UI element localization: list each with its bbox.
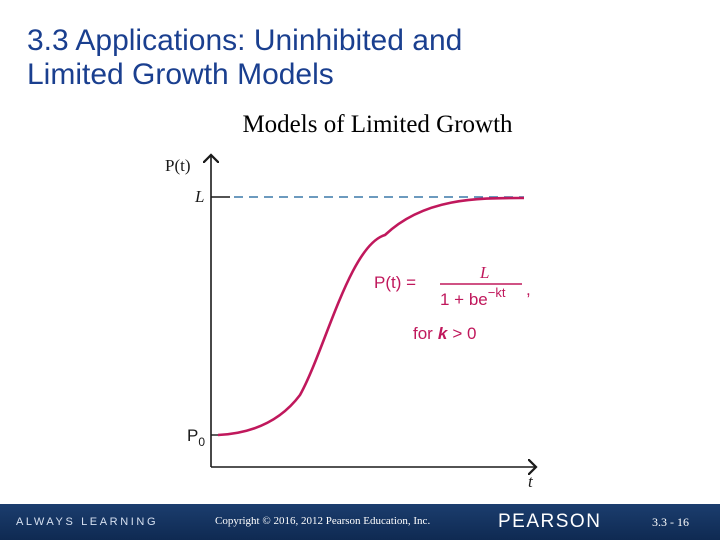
condition-variable: k bbox=[438, 324, 449, 343]
slide-number: 3.3 - 16 bbox=[652, 515, 689, 529]
condition-prefix: for bbox=[413, 324, 433, 343]
publisher-logo: PEARSON bbox=[498, 511, 602, 532]
y-axis-label: P(t) bbox=[165, 156, 191, 175]
formula-lhs: P(t) = bbox=[374, 273, 416, 292]
condition-rest: > 0 bbox=[452, 324, 476, 343]
x-axis-label: t bbox=[528, 472, 534, 491]
initial-value-subscript: 0 bbox=[198, 435, 205, 449]
initial-value-letter: P bbox=[187, 426, 198, 445]
slide-title-line-2: Limited Growth Models bbox=[27, 58, 334, 91]
formula-condition: for k > 0 bbox=[413, 324, 476, 343]
slide-title: 3.3 Applications: Uninhibited and Limite… bbox=[27, 24, 707, 92]
formula-numerator: L bbox=[479, 263, 489, 282]
formula-denominator-base: 1 + be bbox=[440, 290, 488, 309]
slide-title-line-1: 3.3 Applications: Uninhibited and bbox=[27, 24, 463, 57]
formula-denominator: 1 + be−kt bbox=[440, 285, 506, 309]
footer-tagline: ALWAYS LEARNING bbox=[16, 516, 159, 528]
slide-subtitle: Models of Limited Growth bbox=[242, 111, 513, 138]
logistic-growth-graph: P(t) L P0 t P(t) = L 1 + be−kt , for k > 0 bbox=[165, 145, 550, 491]
footer-bar: ALWAYS LEARNING Copyright © 2016, 2012 P… bbox=[0, 504, 720, 540]
formula-exponent: −kt bbox=[488, 285, 506, 300]
asymptote-label: L bbox=[194, 187, 204, 206]
footer-copyright: Copyright © 2016, 2012 Pearson Education… bbox=[215, 515, 431, 527]
formula-comma: , bbox=[526, 280, 531, 299]
initial-value-label: P0 bbox=[187, 426, 205, 449]
logistic-curve bbox=[217, 196, 525, 437]
